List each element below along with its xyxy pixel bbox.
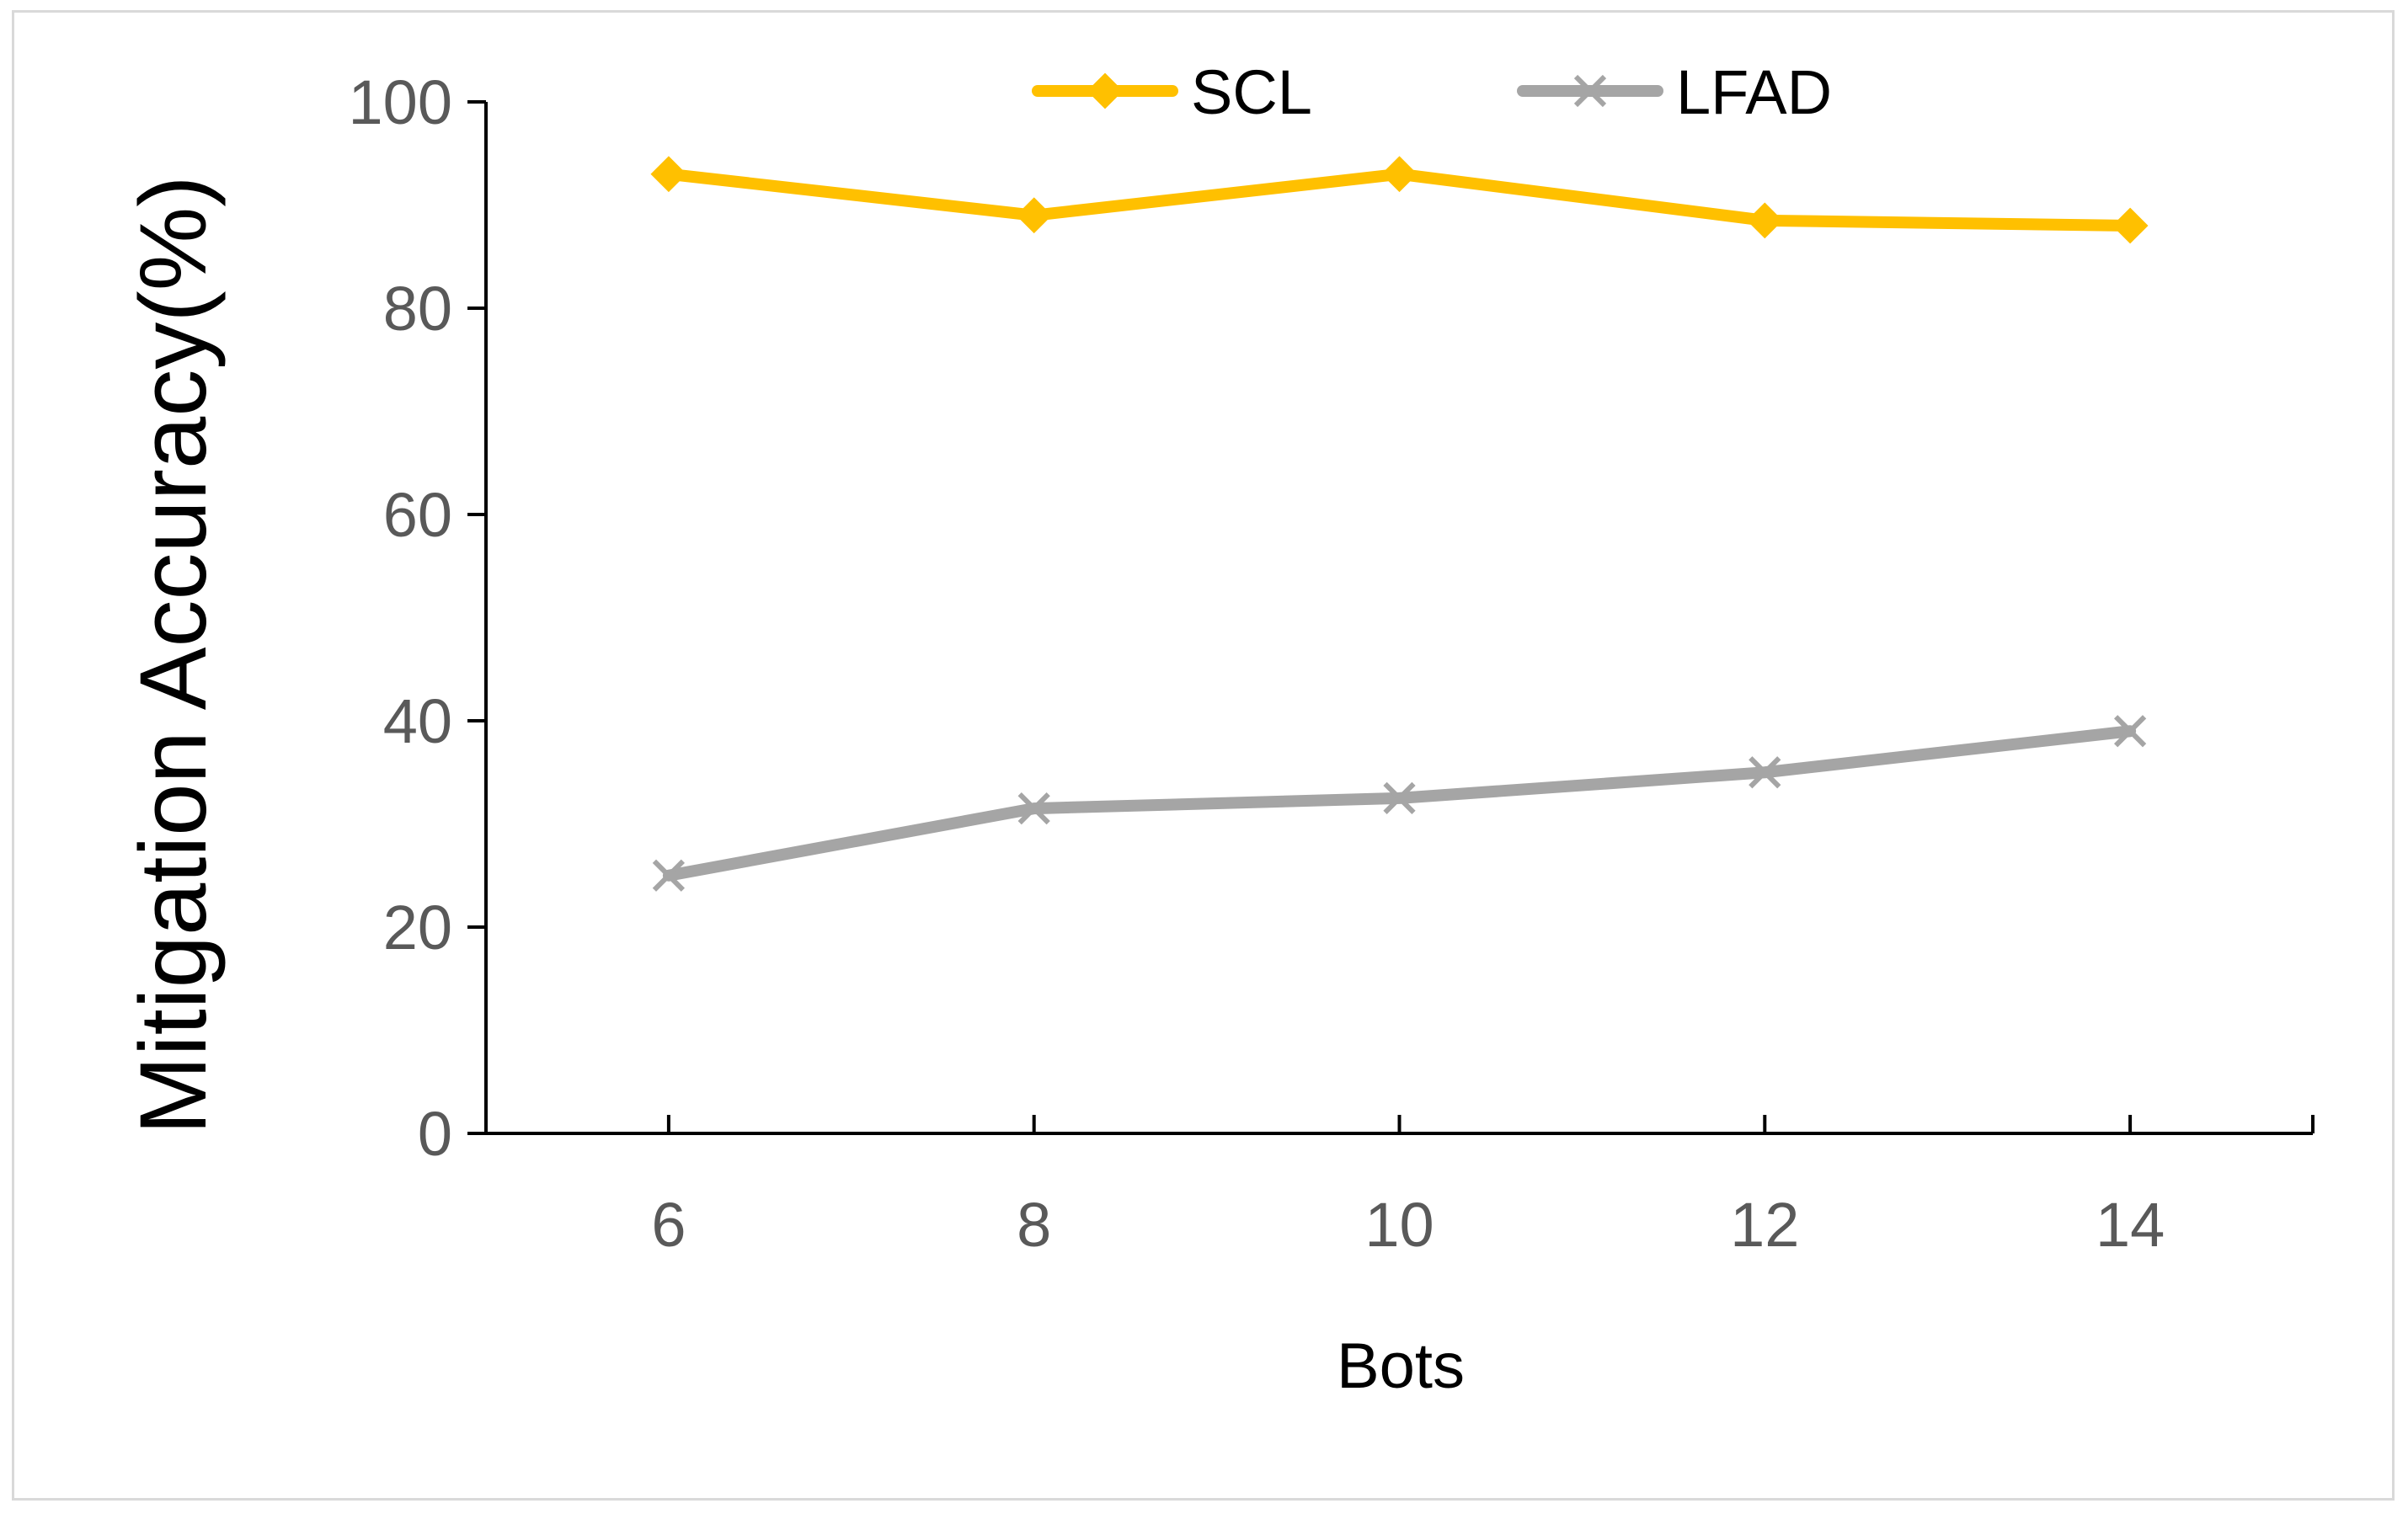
legend-label: LFAD xyxy=(1676,57,1832,127)
data-point-lfad-marker xyxy=(1383,781,1416,814)
y-tick-label: 40 xyxy=(383,686,452,756)
y-tick-label: 20 xyxy=(383,893,452,962)
chart-legend: SCL LFAD xyxy=(1032,57,1832,127)
series-scl xyxy=(650,156,2149,244)
data-point-scl-marker xyxy=(1016,197,1053,234)
data-point-scl-marker xyxy=(1746,202,1783,239)
data-point-scl-marker xyxy=(650,156,687,193)
chart-axes: 0 20 40 60 80 100 6 8 10 12 14 xyxy=(349,67,2315,1260)
data-point-lfad-marker xyxy=(652,859,686,892)
legend-swatch-marker xyxy=(1087,72,1124,109)
legend-item-scl: SCL xyxy=(1032,57,1312,127)
y-axis-title: Mitigation Accuracy(%) xyxy=(120,175,226,1134)
y-tick-label: 0 xyxy=(418,1099,452,1169)
x-tick-label: 6 xyxy=(651,1190,686,1260)
y-tick-label: 100 xyxy=(349,67,452,137)
y-tick-label: 60 xyxy=(383,480,452,550)
legend-swatch-marker xyxy=(1573,74,1607,108)
series-lfad xyxy=(652,715,2147,892)
data-point-scl-marker xyxy=(2112,207,2149,244)
x-tick-label: 14 xyxy=(2096,1190,2165,1260)
series-line-lfad xyxy=(662,725,2137,882)
data-point-scl-marker xyxy=(1381,156,1418,193)
x-tick-label: 10 xyxy=(1364,1190,1434,1260)
x-axis-title: Bots xyxy=(1337,1330,1465,1402)
data-point-lfad-marker xyxy=(2113,715,2147,748)
legend-item-lfad: LFAD xyxy=(1517,57,1832,127)
series-layer xyxy=(650,156,2149,892)
x-tick-label: 12 xyxy=(1730,1190,1799,1260)
x-tick-label: 8 xyxy=(1017,1190,1051,1260)
data-point-lfad-marker xyxy=(1017,792,1050,825)
legend-label: SCL xyxy=(1191,57,1312,127)
y-tick-label: 80 xyxy=(383,274,452,344)
data-point-lfad-marker xyxy=(1749,756,1781,789)
chart-frame xyxy=(12,10,2395,1501)
